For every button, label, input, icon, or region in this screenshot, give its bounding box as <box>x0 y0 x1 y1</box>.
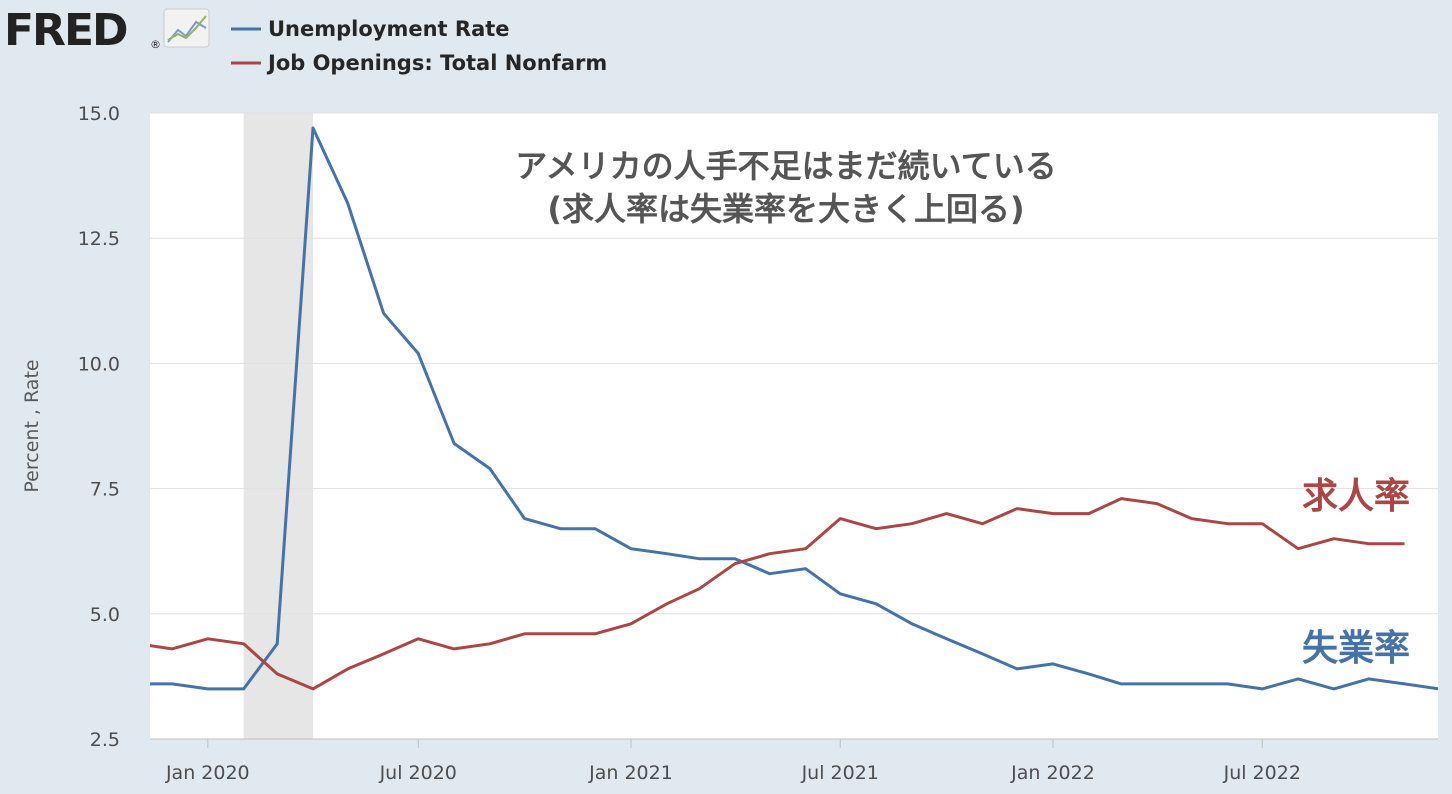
y-tick-label: 12.5 <box>78 228 120 250</box>
legend-label-job-openings: Job Openings: Total Nonfarm <box>266 51 607 75</box>
grid-lines <box>150 112 1438 615</box>
legend: Unemployment Rate Job Openings: Total No… <box>231 17 607 75</box>
legend-item-unemployment[interactable]: Unemployment Rate <box>231 17 510 41</box>
annotation-unemployment-rate: 失業率 <box>1302 628 1410 669</box>
x-tick-label: Jan 2020 <box>165 762 250 784</box>
chart-title: アメリカの人手不足はまだ続いている <box>515 147 1056 185</box>
x-tick-label: Jul 2020 <box>379 762 457 784</box>
recession-band-layer <box>243 113 314 739</box>
fred-logo-text: FRED <box>4 5 127 56</box>
legend-label-unemployment: Unemployment Rate <box>268 17 510 41</box>
series-line-unemployment[interactable] <box>137 126 1439 691</box>
fred-logo[interactable]: FRED ® <box>4 5 210 56</box>
recession-band <box>243 113 314 739</box>
x-axis-ticks: Jan 2020 Jul 2020 Jan 2021 Jul 2021 Jan 2022… <box>165 739 1301 784</box>
x-tick-label: Jan 2022 <box>1010 762 1095 784</box>
plot-area <box>150 113 1438 739</box>
series-layer <box>137 126 1439 691</box>
y-tick-label: 5.0 <box>90 604 120 626</box>
y-axis-ticks: 2.5 5.0 7.5 10.0 12.5 15.0 <box>78 103 120 751</box>
y-tick-label: 7.5 <box>90 479 120 501</box>
y-axis-title: Percent , Rate <box>21 359 43 492</box>
legend-item-job-openings[interactable]: Job Openings: Total Nonfarm <box>231 51 607 75</box>
y-tick-label: 2.5 <box>90 729 120 751</box>
registered-mark: ® <box>150 38 161 51</box>
x-tick-label: Jul 2022 <box>1223 762 1301 784</box>
line-chart-icon <box>163 8 210 48</box>
y-tick-label: 15.0 <box>78 103 120 125</box>
series-line-job-openings[interactable] <box>137 497 1405 691</box>
x-tick-label: Jul 2021 <box>801 762 879 784</box>
annotation-job-openings-rate: 求人率 <box>1302 476 1410 517</box>
x-tick-label: Jan 2021 <box>588 762 673 784</box>
y-tick-label: 10.0 <box>78 353 120 375</box>
chart-subtitle: (求人率は失業率を大きく上回る) <box>547 190 1024 228</box>
